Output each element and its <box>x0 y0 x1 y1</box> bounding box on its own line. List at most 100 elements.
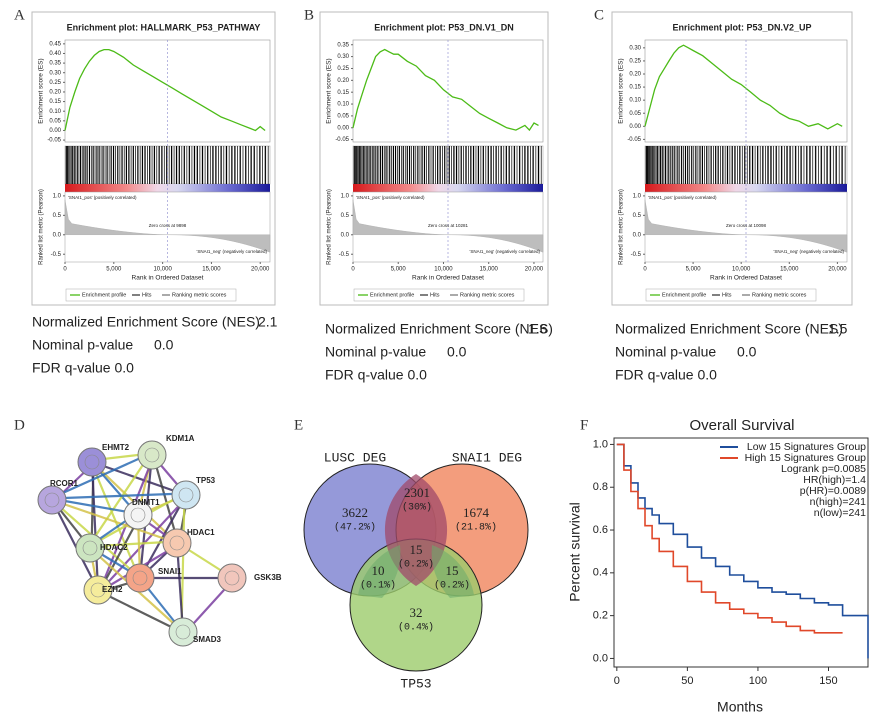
y-tick-label: 0.30 <box>337 54 349 60</box>
legend-label: Enrichment profile <box>370 292 414 298</box>
y-axis-label: Enrichment score (ES) <box>326 58 333 123</box>
y-tick-label: 0.35 <box>49 61 61 67</box>
node-label: SNAI1 <box>158 567 182 576</box>
nes-value: 1.6 <box>528 321 548 337</box>
network-node <box>37 485 67 515</box>
venn-count: 32 <box>410 605 423 620</box>
y-tick-label: 0.30 <box>49 70 61 76</box>
x-tick-label: 20,000 <box>251 267 270 273</box>
es-curve <box>64 48 266 132</box>
pos-label: 'SNAI1_pos' (positively correlated) <box>356 195 425 200</box>
fdr-label: FDR q-value 0.0 <box>32 360 134 376</box>
fdr-label: FDR q-value 0.0 <box>325 367 427 383</box>
venn-count: 2301 <box>404 485 430 500</box>
legend-label: Enrichment profile <box>662 292 706 298</box>
chart-title: Enrichment plot: P53_DN.V2_UP <box>672 22 811 32</box>
network-edge <box>50 492 185 500</box>
network-node <box>171 480 201 510</box>
x-tick-label: 15,000 <box>780 267 799 273</box>
metric-tick-label: 0.5 <box>633 213 642 219</box>
network-edge <box>51 498 178 545</box>
metric-frame <box>352 191 544 263</box>
p-value: 0.0 <box>447 344 467 360</box>
metric-tick-label: 0.0 <box>53 232 62 238</box>
panel-letter: A <box>14 7 25 23</box>
y-tick-label: 0.15 <box>49 99 61 105</box>
venn-set-label: SNAI1 DEG <box>452 450 522 465</box>
venn-percent: (0.1%) <box>360 580 396 592</box>
legend-label: Enrichment profile <box>82 292 126 298</box>
x-tick-label: 150 <box>819 675 837 687</box>
y-tick-label: 0.00 <box>337 125 349 131</box>
x-tick-label: 50 <box>681 675 693 687</box>
network-edge <box>91 460 187 497</box>
x-tick-label: 100 <box>749 675 767 687</box>
neg-label: 'SNAI1_neg' (negatively correlated) <box>196 249 267 254</box>
venn-overlap <box>358 545 401 598</box>
metric-tick-label: -0.5 <box>339 252 350 258</box>
y-tick-label: 0.15 <box>629 85 641 91</box>
legend-frame <box>645 288 817 302</box>
nes-label: Normalized Enrichment Score (NES) <box>325 321 553 337</box>
chart-title: Overall Survival <box>689 417 794 434</box>
y-tick-label: 0.0 <box>593 652 608 664</box>
legend-frame <box>65 288 237 302</box>
venn-count: 10 <box>372 563 385 578</box>
metric-tick-label: 0.0 <box>341 232 350 238</box>
y-tick-label: -0.05 <box>627 137 641 143</box>
network-node <box>125 563 155 593</box>
network-node-core <box>84 454 100 470</box>
metric-tick-label: 1.0 <box>341 193 350 199</box>
y-tick-label: -0.05 <box>335 137 349 143</box>
network-node-core <box>169 535 185 551</box>
network-node <box>83 575 113 605</box>
legend-label: Hits <box>722 292 732 298</box>
legend-label: Hits <box>142 292 152 298</box>
y-tick-label: 0.25 <box>49 80 61 86</box>
network-edge <box>175 542 185 633</box>
node-label: SMAD3 <box>193 635 222 644</box>
neg-label: 'SNAI1_neg' (negatively correlated) <box>773 249 844 254</box>
metric-axis-label: Ranked list metric (Pearson) <box>39 189 45 265</box>
network-edge <box>50 452 151 500</box>
node-label: TP53 <box>196 476 216 485</box>
network-edge <box>51 499 99 591</box>
network-node-core <box>132 570 148 586</box>
y-tick-label: 0.05 <box>629 111 641 117</box>
node-label: EZH2 <box>102 585 123 594</box>
nes-value: 1.5 <box>828 321 848 337</box>
network-node <box>168 617 198 647</box>
x-tick-label: 5,000 <box>391 267 407 273</box>
network-node <box>75 533 105 563</box>
panel-letter: F <box>580 417 588 433</box>
zero-cross-label: Zero cross at 9898 <box>149 223 187 228</box>
metric-axis-label: Ranked list metric (Pearson) <box>619 189 625 265</box>
legend-label: Ranking metric scores <box>172 292 227 298</box>
metric-frame <box>644 191 848 263</box>
y-tick-label: 0.4 <box>593 567 608 579</box>
venn-percent: (0.2%) <box>434 580 470 592</box>
neg-label: 'SNAI1_neg' (negatively correlated) <box>469 249 540 254</box>
network-node-core <box>82 540 98 556</box>
legend-stat: n(low)=241 <box>814 507 866 519</box>
y-tick-label: 0.35 <box>337 42 349 48</box>
y-tick-label: 0.30 <box>629 45 641 51</box>
metric-axis-label: Ranked list metric (Pearson) <box>327 189 333 265</box>
x-tick-label: 0 <box>63 267 67 273</box>
p-value: 0.0 <box>154 337 174 353</box>
chart-title: Enrichment plot: P53_DN.V1_DN <box>374 22 514 32</box>
es-curve <box>352 48 539 132</box>
x-tick-label: 0 <box>614 675 620 687</box>
x-axis-label: Rank in Ordered Dataset <box>132 275 204 282</box>
y-tick-label: 0.25 <box>629 59 641 65</box>
node-label: GSK3B <box>254 573 282 582</box>
x-axis-label: Months <box>717 699 763 715</box>
x-tick-label: 15,000 <box>480 267 499 273</box>
venn-percent: (21.8%) <box>455 522 497 534</box>
x-tick-label: 0 <box>643 267 647 273</box>
metric-area <box>64 199 271 253</box>
venn-count: 15 <box>446 563 459 578</box>
fdr-label: FDR q-value 0.0 <box>615 367 717 383</box>
network-node <box>123 500 153 530</box>
network-node <box>162 528 192 558</box>
